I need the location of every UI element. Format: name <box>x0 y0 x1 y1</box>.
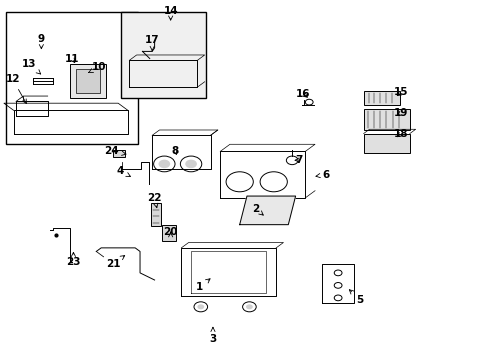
Text: 15: 15 <box>393 87 408 98</box>
Text: 17: 17 <box>144 35 159 51</box>
Circle shape <box>158 159 170 168</box>
Text: 19: 19 <box>393 108 408 118</box>
Bar <box>121 12 205 98</box>
Bar <box>113 150 125 157</box>
Text: 13: 13 <box>22 59 41 74</box>
Text: 11: 11 <box>64 54 79 64</box>
Bar <box>363 91 399 105</box>
Text: 2: 2 <box>251 203 263 215</box>
Bar <box>151 203 161 226</box>
Text: 20: 20 <box>163 227 178 237</box>
Text: 8: 8 <box>171 147 179 157</box>
Text: 5: 5 <box>348 290 363 305</box>
Text: 16: 16 <box>295 89 309 99</box>
Circle shape <box>185 159 197 168</box>
Text: 6: 6 <box>315 170 329 180</box>
Text: 10: 10 <box>88 63 106 73</box>
Bar <box>363 134 409 153</box>
Text: 12: 12 <box>5 74 26 104</box>
Text: 14: 14 <box>163 6 178 20</box>
Text: 23: 23 <box>66 252 81 267</box>
Circle shape <box>197 304 204 309</box>
FancyBboxPatch shape <box>69 64 106 98</box>
FancyBboxPatch shape <box>76 68 100 93</box>
Text: 18: 18 <box>393 129 408 139</box>
Text: 9: 9 <box>38 34 45 49</box>
Text: 4: 4 <box>116 166 130 176</box>
Bar <box>6 12 137 144</box>
Text: 7: 7 <box>294 155 303 165</box>
Text: 3: 3 <box>209 327 216 343</box>
Circle shape <box>245 304 252 309</box>
Text: 22: 22 <box>147 193 162 208</box>
Bar <box>363 109 409 130</box>
Polygon shape <box>239 196 295 225</box>
Bar <box>162 225 176 241</box>
Text: 1: 1 <box>196 279 210 292</box>
Text: 21: 21 <box>106 256 124 269</box>
Text: 24: 24 <box>104 147 126 157</box>
